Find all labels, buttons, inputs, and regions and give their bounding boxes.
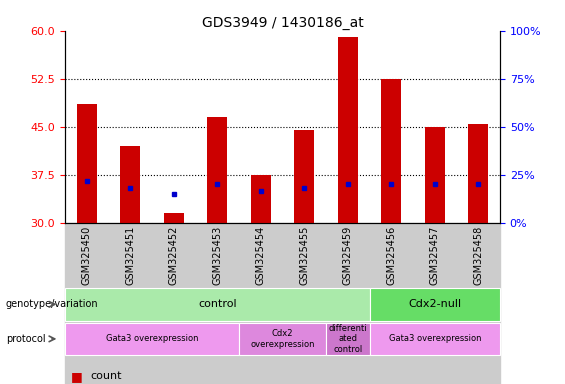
Text: ■: ■: [71, 370, 82, 383]
Text: control: control: [198, 299, 237, 310]
Bar: [120, 146, 140, 223]
Bar: [338, 37, 358, 223]
Text: Gata3 overexpression: Gata3 overexpression: [389, 334, 481, 343]
Text: count: count: [90, 371, 122, 381]
Text: genotype/variation: genotype/variation: [6, 299, 98, 310]
Bar: [381, 79, 401, 223]
Bar: [108, 223, 152, 384]
Bar: [413, 223, 457, 384]
Bar: [239, 223, 282, 384]
Text: Gata3 overexpression: Gata3 overexpression: [106, 334, 198, 343]
Title: GDS3949 / 1430186_at: GDS3949 / 1430186_at: [202, 16, 363, 30]
Bar: [195, 223, 239, 384]
Bar: [65, 223, 108, 384]
Bar: [326, 223, 370, 384]
Text: Cdx2-null: Cdx2-null: [408, 299, 462, 310]
Bar: [425, 127, 445, 223]
Bar: [207, 117, 227, 223]
Bar: [251, 175, 271, 223]
Bar: [468, 124, 488, 223]
Bar: [152, 223, 195, 384]
Text: protocol: protocol: [6, 334, 45, 344]
Bar: [77, 104, 97, 223]
Bar: [370, 223, 413, 384]
Bar: [282, 223, 326, 384]
Text: Cdx2
overexpression: Cdx2 overexpression: [250, 329, 315, 349]
Bar: [457, 223, 500, 384]
Text: differenti
ated
control: differenti ated control: [328, 324, 367, 354]
Bar: [164, 213, 184, 223]
Bar: [294, 130, 314, 223]
